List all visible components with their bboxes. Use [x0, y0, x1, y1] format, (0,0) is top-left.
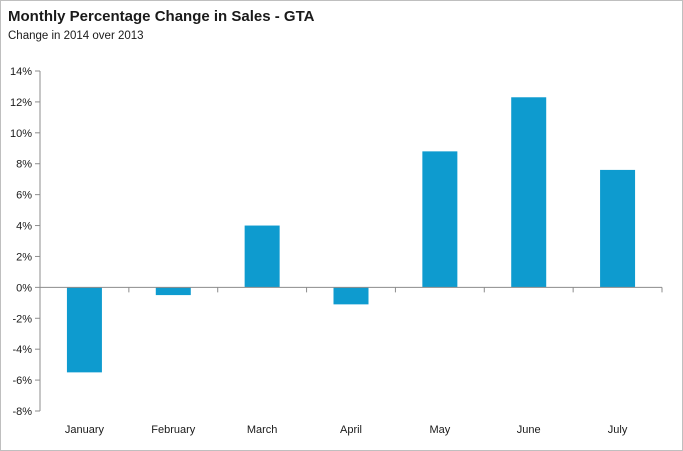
y-tick-label: 10%	[10, 128, 32, 140]
x-tick-label: May	[429, 424, 450, 436]
bar-january	[66, 287, 102, 373]
x-axis: January February March April May June July	[40, 286, 663, 436]
y-tick-label: -4%	[12, 344, 32, 356]
y-tick-label: 8%	[16, 159, 32, 171]
y-tick-label: 4%	[16, 221, 32, 233]
y-tick-label: 2%	[16, 251, 32, 263]
y-tick-label: 0%	[16, 282, 32, 294]
bar-march	[244, 225, 280, 288]
bar-april	[333, 287, 369, 305]
bar-july	[600, 169, 636, 288]
bar-february	[155, 287, 191, 296]
bar-may	[422, 151, 458, 288]
x-tick-label: April	[340, 424, 362, 436]
y-tick-label: -8%	[12, 406, 32, 418]
y-tick-label: -6%	[12, 375, 32, 387]
x-tick-label: June	[517, 424, 541, 436]
x-tick-label: July	[608, 424, 628, 436]
x-tick-label: January	[65, 424, 105, 436]
bars	[66, 97, 636, 373]
y-tick-label: 12%	[10, 97, 32, 109]
chart-subtitle: Change in 2014 over 2013	[8, 30, 144, 42]
y-axis: 14% 12% 10% 8% 6% 4% 2% 0% -2% -4% -6% -8%	[10, 66, 41, 418]
x-tick-label: March	[247, 424, 278, 436]
chart-title: Monthly Percentage Change in Sales - GTA	[8, 8, 315, 25]
bar-june	[511, 97, 547, 288]
y-tick-label: 14%	[10, 66, 32, 78]
y-tick-label: 6%	[16, 190, 32, 202]
y-tick-label: -2%	[12, 313, 32, 325]
x-tick-label: February	[151, 424, 196, 436]
